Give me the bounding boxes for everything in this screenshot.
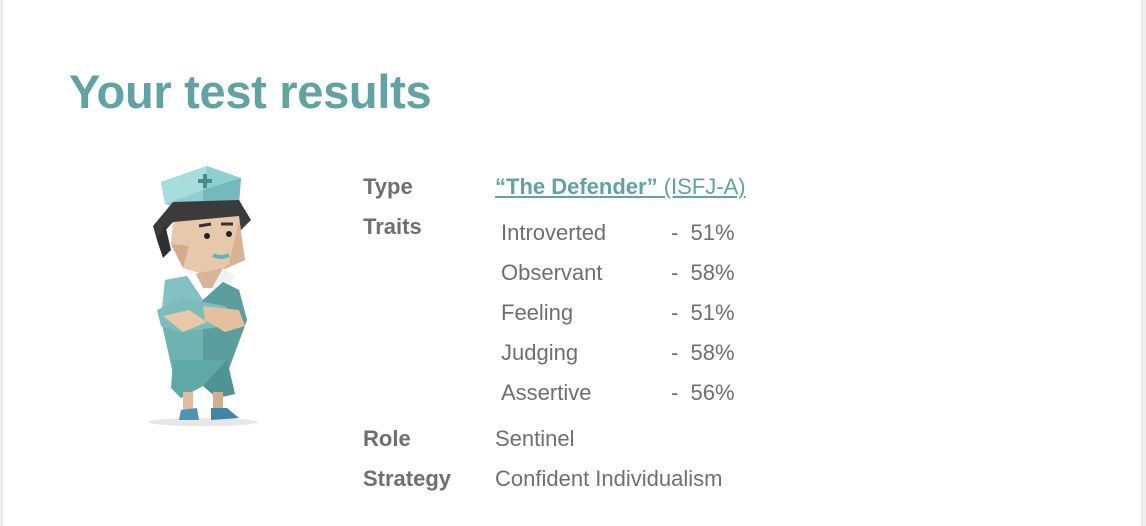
trait-name-feeling: Feeling [501, 300, 574, 325]
trait-percent-feeling: - 51% [671, 300, 735, 325]
trait-percent-observant: - 58% [671, 260, 735, 285]
type-link[interactable]: “The Defender” (ISFJ-A) [495, 174, 746, 199]
trait-name-observant: Observant [501, 260, 603, 285]
trait-percent-assertive: - 56% [671, 380, 735, 405]
trait-name-introverted: Introverted [501, 220, 607, 245]
role-label: Role [363, 426, 411, 451]
trait-name-assertive: Assertive [501, 380, 592, 405]
trait-percent-introverted: - 51% [671, 220, 735, 245]
role-value: Sentinel [495, 426, 575, 451]
traits-label: Traits [363, 214, 422, 239]
trait-percent-judging: - 58% [671, 340, 735, 365]
strategy-value: Confident Individualism [495, 466, 723, 491]
type-name: “The Defender” [495, 174, 658, 199]
type-label: Type [363, 174, 413, 199]
trait-name-judging: Judging [501, 340, 579, 365]
page-title: Your test results [69, 65, 432, 118]
strategy-label: Strategy [363, 466, 452, 491]
defender-avatar [148, 166, 258, 426]
type-value: “The Defender” (ISFJ-A) [495, 174, 746, 200]
type-code: (ISFJ-A) [663, 174, 746, 199]
